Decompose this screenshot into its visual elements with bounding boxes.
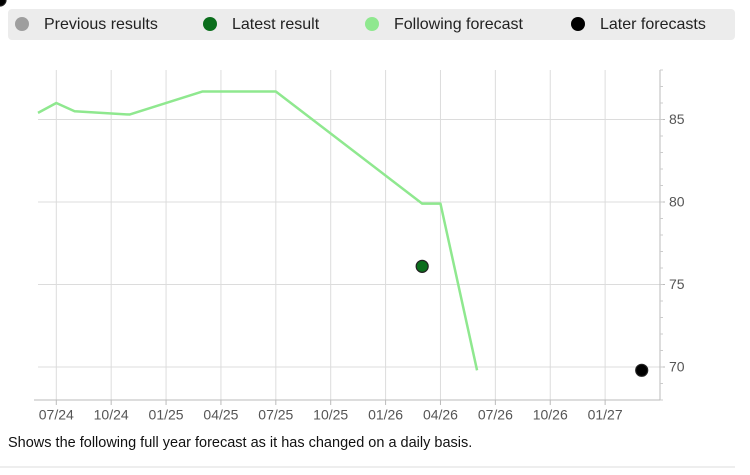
legend-marker[interactable] — [15, 17, 29, 31]
caption: Shows the following full year forecast a… — [8, 435, 472, 451]
y-tick-label: 80 — [669, 194, 685, 210]
x-tick-label: 04/26 — [423, 407, 458, 423]
legend-marker[interactable] — [203, 17, 217, 31]
x-tick-label: 01/27 — [588, 407, 623, 423]
y-tick-label: 85 — [669, 111, 685, 127]
legend-label[interactable]: Following forecast — [394, 16, 524, 33]
legend-label[interactable]: Later forecasts — [600, 16, 706, 33]
legend-label[interactable]: Latest result — [232, 16, 320, 33]
x-tick-label: 10/26 — [533, 407, 568, 423]
x-tick-label: 01/25 — [149, 407, 184, 423]
data-point — [415, 259, 429, 273]
legend-marker[interactable] — [571, 17, 585, 31]
x-tick-label: 01/26 — [368, 407, 403, 423]
forecast-point — [0, 0, 7, 7]
forecast-line — [37, 90, 479, 371]
x-tick-label: 07/26 — [478, 407, 513, 423]
legend-label[interactable]: Previous results — [44, 16, 158, 33]
x-tick-label: 07/25 — [258, 407, 293, 423]
x-tick-label: 10/25 — [313, 407, 348, 423]
legend-marker[interactable] — [365, 17, 379, 31]
y-tick-label: 70 — [669, 359, 685, 375]
x-tick-label: 10/24 — [94, 407, 129, 423]
x-tick-label: 04/25 — [203, 407, 238, 423]
data-point — [635, 363, 649, 377]
y-tick-label: 75 — [669, 276, 685, 292]
x-tick-label: 07/24 — [39, 407, 74, 423]
